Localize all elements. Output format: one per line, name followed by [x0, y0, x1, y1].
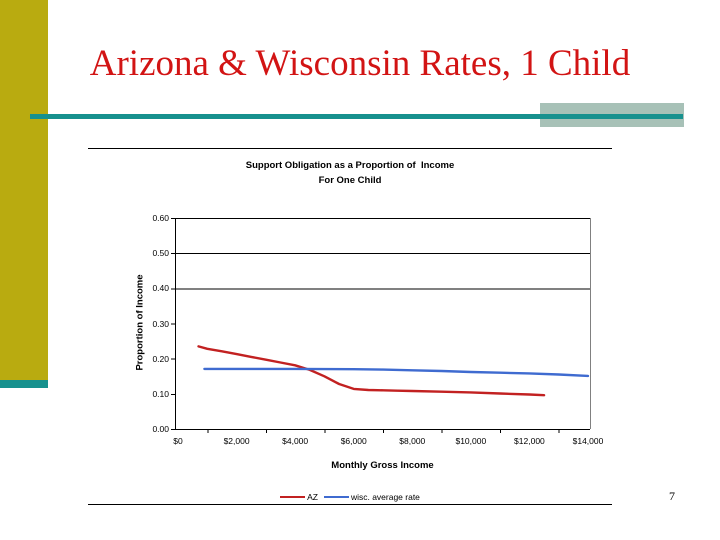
- legend-swatch-az: [280, 496, 306, 498]
- y-tick-label: 0.20: [152, 353, 169, 364]
- x-tick-label: $2,000: [223, 436, 250, 446]
- left-accent-bar-teal-cap: [0, 380, 48, 388]
- x-tick-label: $14,000: [572, 436, 604, 446]
- series-line-az: [197, 345, 546, 397]
- chart-area: Support Obligation as a Proportion of In…: [88, 149, 612, 504]
- left-accent-bar: [0, 0, 48, 380]
- chart-frame: Support Obligation as a Proportion of In…: [88, 148, 612, 505]
- legend-swatch-wisc: [323, 496, 349, 498]
- x-tick-label: $4,000: [282, 436, 309, 446]
- x-tick-label: $6,000: [340, 436, 367, 446]
- x-tick-label: $12,000: [514, 436, 545, 446]
- chart-title: Support Obligation as a Proportion of In…: [245, 160, 455, 171]
- page-number: 7: [669, 489, 675, 503]
- slide-title: Arizona & Wisconsin Rates, 1 Child: [89, 43, 631, 84]
- y-tick-label: 0.30: [152, 318, 169, 329]
- legend-label-wisc: wisc. average rate: [350, 492, 420, 502]
- chart-legend: AZ wisc. average rate: [88, 490, 612, 504]
- series-line-wisc: [203, 367, 590, 378]
- title-rule: [30, 114, 683, 119]
- y-tick-label: 0.10: [152, 388, 169, 399]
- chart-subtitle: For One Child: [318, 175, 382, 186]
- legend-label-az: AZ: [307, 492, 318, 502]
- x-tick-label: $8,000: [399, 436, 426, 446]
- y-tick-label: 0.60: [152, 213, 169, 223]
- y-tick-label: 0.00: [152, 424, 169, 434]
- y-tick-label: 0.40: [152, 283, 169, 294]
- x-tick-label: $10,000: [455, 436, 487, 446]
- plot-svg: [171, 218, 591, 433]
- y-tick-label: 0.50: [152, 248, 169, 259]
- x-tick-label: $0: [173, 436, 183, 446]
- x-axis-title: Monthly Gross Income: [331, 460, 434, 471]
